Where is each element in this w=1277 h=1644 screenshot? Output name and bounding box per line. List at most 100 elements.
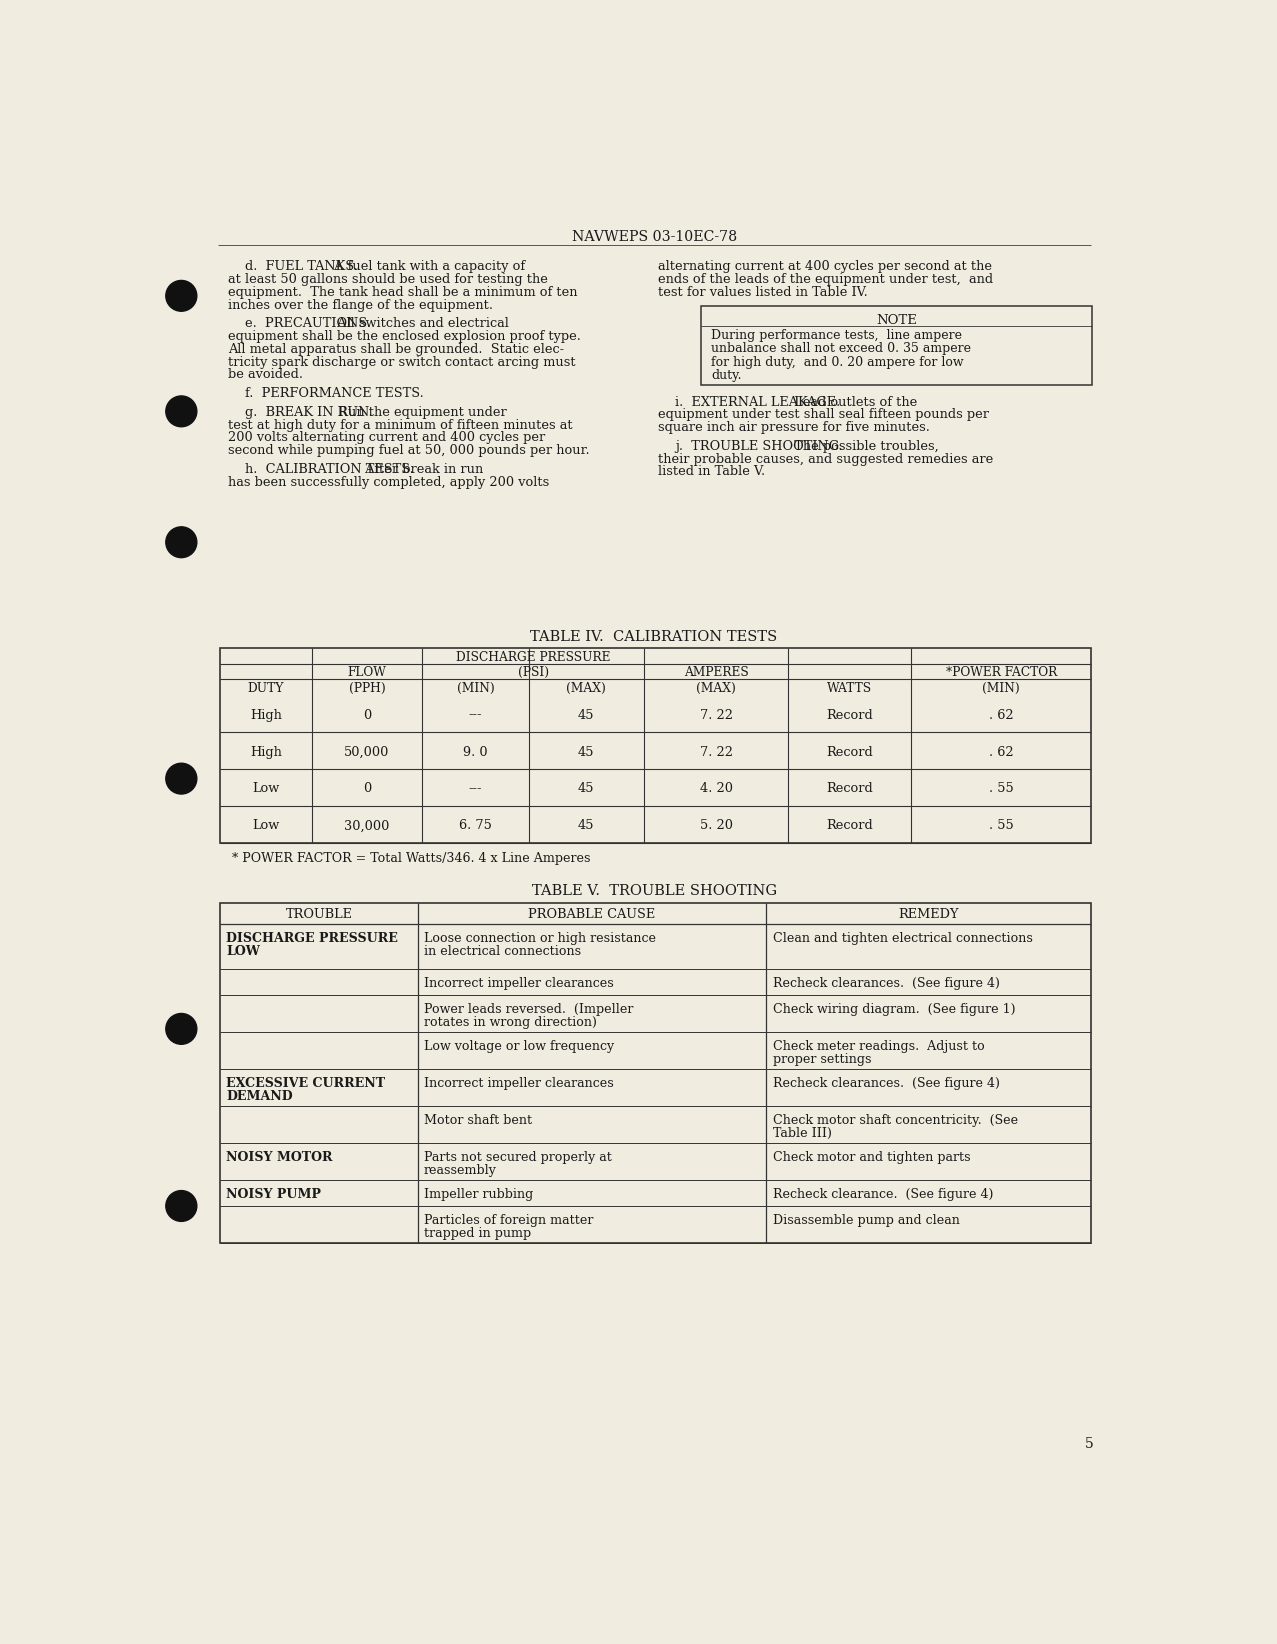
Text: for high duty,  and 0. 20 ampere for low: for high duty, and 0. 20 ampere for low [711,355,964,368]
Text: ---: --- [469,783,483,796]
Text: Impeller rubbing: Impeller rubbing [424,1187,534,1200]
Circle shape [166,281,197,311]
Text: . 55: . 55 [988,783,1014,796]
Text: 4. 20: 4. 20 [700,783,733,796]
Text: 45: 45 [578,709,595,722]
Text: Parts not secured properly at: Parts not secured properly at [424,1151,612,1164]
Text: EXCESSIVE CURRENT: EXCESSIVE CURRENT [226,1077,386,1090]
Text: . 62: . 62 [988,745,1014,758]
Text: 7. 22: 7. 22 [700,745,733,758]
Text: Disassemble pump and clean: Disassemble pump and clean [773,1213,959,1226]
Text: alternating current at 400 cycles per second at the: alternating current at 400 cycles per se… [658,260,992,273]
Text: j.  TROUBLE SHOOTING.: j. TROUBLE SHOOTING. [676,441,843,452]
Text: 45: 45 [578,819,595,832]
Text: 30,000: 30,000 [345,819,389,832]
Text: DISCHARGE PRESSURE: DISCHARGE PRESSURE [456,651,610,664]
Text: Lead outlets of the: Lead outlets of the [785,396,917,409]
Text: Record: Record [826,709,873,722]
Bar [701,306,1092,385]
Text: Record: Record [826,745,873,758]
Text: equipment shall be the enclosed explosion proof type.: equipment shall be the enclosed explosio… [227,330,581,344]
Text: f.  PERFORMANCE TESTS.: f. PERFORMANCE TESTS. [245,386,424,399]
Text: equipment.  The tank head shall be a minimum of ten: equipment. The tank head shall be a mini… [227,286,577,299]
Text: High: High [250,745,282,758]
Text: Check motor and tighten parts: Check motor and tighten parts [773,1151,971,1164]
Text: NOISY MOTOR: NOISY MOTOR [226,1151,333,1164]
Text: 6. 75: 6. 75 [458,819,492,832]
Text: DUTY: DUTY [248,682,283,695]
Text: reassembly: reassembly [424,1164,497,1177]
Text: Run the equipment under: Run the equipment under [331,406,507,419]
Text: . 55: . 55 [988,819,1014,832]
Text: rotates in wrong direction): rotates in wrong direction) [424,1016,596,1029]
Text: Incorrect impeller clearances: Incorrect impeller clearances [424,1077,614,1090]
Text: PROBABLE CAUSE: PROBABLE CAUSE [529,907,655,921]
Text: (MIN): (MIN) [457,682,494,695]
Text: (MAX): (MAX) [566,682,607,695]
Text: Clean and tighten electrical connections: Clean and tighten electrical connections [773,932,1033,945]
Text: 200 volts alternating current and 400 cycles per: 200 volts alternating current and 400 cy… [227,431,545,444]
Text: NOISY PUMP: NOISY PUMP [226,1187,322,1200]
Text: After break in run: After break in run [358,464,484,475]
Text: 0: 0 [363,783,372,796]
Text: (PSI): (PSI) [517,666,549,679]
Circle shape [166,396,197,427]
Text: (MIN): (MIN) [982,682,1020,695]
Text: their probable causes, and suggested remedies are: their probable causes, and suggested rem… [658,452,994,465]
Text: NOTE: NOTE [876,314,917,327]
Bar [220,648,1091,842]
Text: Low: Low [252,819,280,832]
Text: DEMAND: DEMAND [226,1090,292,1103]
Text: test for values listed in Table IV.: test for values listed in Table IV. [658,286,867,299]
Text: Check motor shaft concentricity.  (See: Check motor shaft concentricity. (See [773,1113,1018,1126]
Text: High: High [250,709,282,722]
Text: second while pumping fuel at 50, 000 pounds per hour.: second while pumping fuel at 50, 000 pou… [227,444,590,457]
Text: TABLE IV.  CALIBRATION TESTS: TABLE IV. CALIBRATION TESTS [530,630,778,644]
Text: Record: Record [826,819,873,832]
Text: square inch air pressure for five minutes.: square inch air pressure for five minute… [658,421,930,434]
Text: Record: Record [826,783,873,796]
Text: (MAX): (MAX) [696,682,736,695]
Text: WATTS: WATTS [827,682,872,695]
Text: tricity spark discharge or switch contact arcing must: tricity spark discharge or switch contac… [227,355,576,368]
Text: (PPH): (PPH) [349,682,386,695]
Text: listed in Table V.: listed in Table V. [658,465,765,478]
Text: Low: Low [252,783,280,796]
Text: 5. 20: 5. 20 [700,819,733,832]
Text: Check meter readings.  Adjust to: Check meter readings. Adjust to [773,1039,985,1052]
Text: e.  PRECAUTIONS.: e. PRECAUTIONS. [245,317,370,330]
Text: All metal apparatus shall be grounded.  Static elec-: All metal apparatus shall be grounded. S… [227,344,564,355]
Text: DISCHARGE PRESSURE: DISCHARGE PRESSURE [226,932,398,945]
Text: REMEDY: REMEDY [899,907,959,921]
Text: Power leads reversed.  (Impeller: Power leads reversed. (Impeller [424,1003,633,1016]
Text: Incorrect impeller clearances: Incorrect impeller clearances [424,977,614,990]
Text: During performance tests,  line ampere: During performance tests, line ampere [711,329,963,342]
Text: Check wiring diagram.  (See figure 1): Check wiring diagram. (See figure 1) [773,1003,1015,1016]
Text: 7. 22: 7. 22 [700,709,733,722]
Text: in electrical connections: in electrical connections [424,945,581,958]
Text: TABLE V.  TROUBLE SHOOTING: TABLE V. TROUBLE SHOOTING [531,884,776,898]
Text: * POWER FACTOR = Total Watts/346. 4 x Line Amperes: * POWER FACTOR = Total Watts/346. 4 x Li… [220,852,590,865]
Text: 45: 45 [578,783,595,796]
Text: proper settings: proper settings [773,1052,871,1065]
Text: FLOW: FLOW [347,666,387,679]
Text: Loose connection or high resistance: Loose connection or high resistance [424,932,656,945]
Circle shape [166,763,197,794]
Text: A fuel tank with a capacity of: A fuel tank with a capacity of [326,260,525,273]
Text: inches over the flange of the equipment.: inches over the flange of the equipment. [227,299,493,311]
Text: Recheck clearance.  (See figure 4): Recheck clearance. (See figure 4) [773,1187,994,1200]
Text: test at high duty for a minimum of fifteen minutes at: test at high duty for a minimum of fifte… [227,419,572,432]
Text: AMPERES: AMPERES [683,666,748,679]
Text: 5: 5 [1084,1437,1093,1452]
Text: Motor shaft bent: Motor shaft bent [424,1113,533,1126]
Circle shape [166,1013,197,1044]
Circle shape [166,526,197,557]
Text: d.  FUEL TANKS.: d. FUEL TANKS. [245,260,358,273]
Text: *POWER FACTOR: *POWER FACTOR [946,666,1057,679]
Text: Recheck clearances.  (See figure 4): Recheck clearances. (See figure 4) [773,1077,1000,1090]
Text: All switches and electrical: All switches and electrical [328,317,508,330]
Text: . 62: . 62 [988,709,1014,722]
Text: 0: 0 [363,709,372,722]
Text: TROUBLE: TROUBLE [285,907,352,921]
Text: ends of the leads of the equipment under test,  and: ends of the leads of the equipment under… [658,273,994,286]
